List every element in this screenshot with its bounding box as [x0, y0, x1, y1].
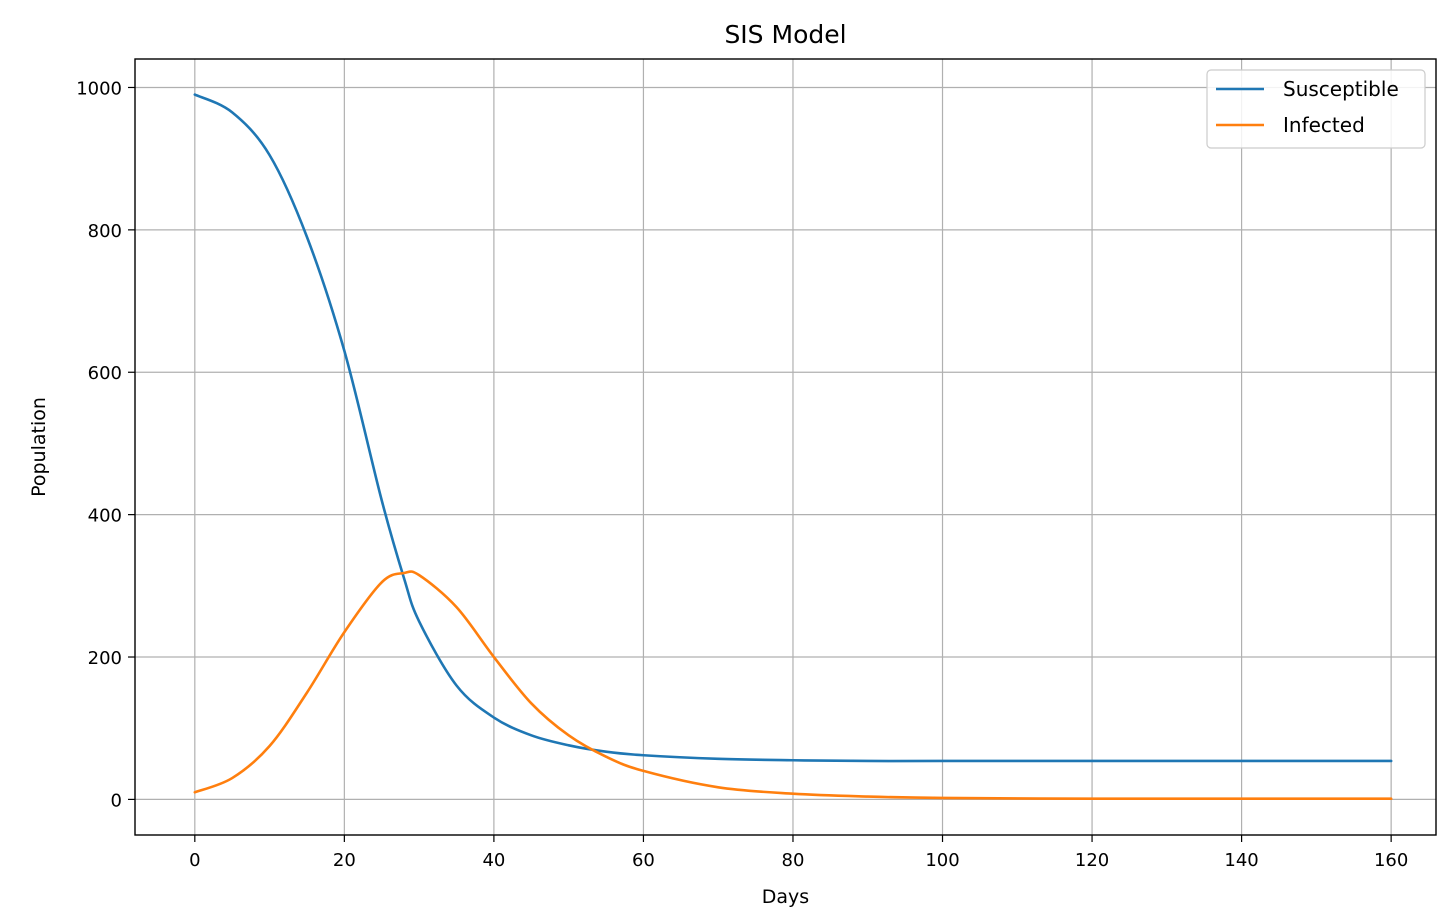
y-tick-label: 0: [111, 790, 122, 811]
x-axis-label: Days: [762, 886, 809, 908]
x-tick-label: 0: [189, 850, 200, 871]
y-tick-label: 400: [88, 506, 122, 527]
chart-title: SIS Model: [724, 20, 846, 49]
y-tick-label: 600: [88, 363, 122, 384]
x-tick-label: 60: [632, 850, 655, 871]
y-tick-label: 200: [88, 648, 122, 669]
legend-label-infected: Infected: [1283, 113, 1365, 137]
x-tick-label: 140: [1224, 850, 1258, 871]
x-tick-label: 160: [1374, 850, 1408, 871]
x-axis-ticks: 0 20 40 60 80 100 120 140 160: [189, 835, 1408, 871]
y-axis-ticks: 0 200 400 600 800 1000: [76, 78, 135, 811]
y-axis-label: Population: [28, 397, 50, 497]
y-tick-label: 1000: [76, 78, 122, 99]
plot-frame: [134, 58, 1437, 836]
x-tick-label: 40: [482, 850, 505, 871]
series-line-infected: [193, 570, 1393, 801]
legend-label-susceptible: Susceptible: [1283, 77, 1399, 101]
legend: Susceptible Infected: [1206, 69, 1426, 149]
x-tick-label: 100: [925, 850, 959, 871]
series-line-susceptible: [193, 93, 1393, 763]
x-tick-label: 80: [782, 850, 805, 871]
y-tick-label: 800: [88, 221, 122, 242]
x-tick-label: 120: [1075, 850, 1109, 871]
x-tick-label: 20: [333, 850, 356, 871]
series-lines: [193, 93, 1393, 801]
